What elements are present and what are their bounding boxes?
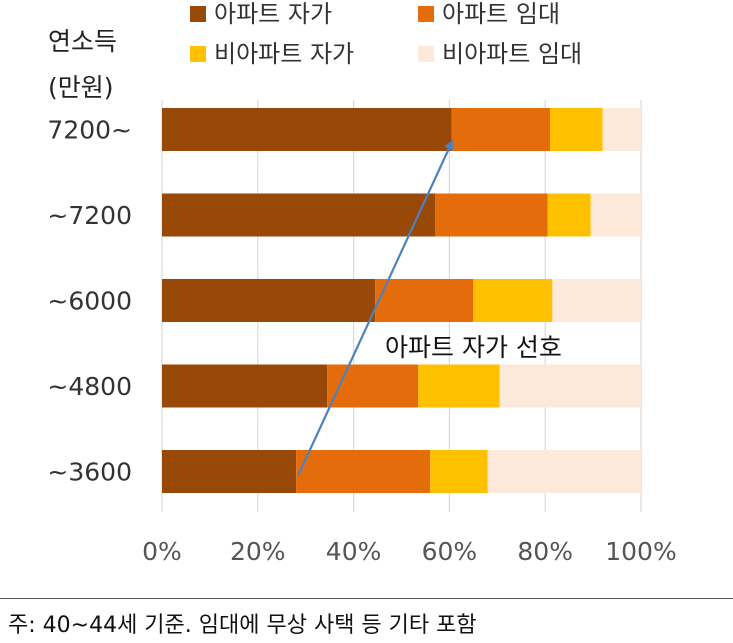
x-tick-label: 0% (142, 537, 182, 566)
bar-segment (602, 108, 641, 151)
legend-label: 아파트 자가 (214, 0, 332, 28)
bar-segment (487, 450, 641, 493)
stacked-bar-chart: 7200~ ~7200 ~6000 ~4800 ~3600 0% 20% 40% 60% 80%… (47, 0, 677, 566)
bars (162, 108, 641, 493)
legend-label: 아파트 임대 (442, 0, 560, 28)
legend-swatch (190, 46, 206, 62)
annotation-text: 아파트 자가 선호 (385, 333, 562, 362)
trend-arrow (297, 139, 454, 476)
y-axis-title: 연소득 (만원) (48, 27, 117, 102)
category-label: ~6000 (47, 287, 132, 316)
x-tick-label: 40% (326, 537, 382, 566)
bar-segment (430, 450, 488, 493)
bar-segment (549, 108, 603, 151)
x-tick-label: 100% (605, 537, 676, 566)
bar-segment (327, 364, 419, 408)
bar-segment (473, 279, 553, 322)
category-label: ~4800 (47, 372, 132, 401)
bar-segment (296, 450, 431, 493)
bar-segment (162, 450, 297, 493)
bar-segment (451, 108, 550, 151)
x-tick-label: 80% (517, 537, 573, 566)
y-axis-title-line: 연소득 (48, 27, 117, 56)
footnote-divider (0, 598, 733, 599)
category-label: ~3600 (47, 458, 132, 487)
bar-segment (590, 193, 641, 237)
bar-segment (547, 193, 591, 237)
category-label: 7200~ (47, 116, 132, 145)
x-tick-labels: 0% 20% 40% 60% 80% 100% (142, 537, 677, 566)
footnote: 주: 40~44세 기준. 임대에 무상 사택 등 기타 포함 (8, 613, 477, 638)
x-tick-label: 20% (230, 537, 286, 566)
bar-segment (162, 193, 436, 237)
bar-segment (418, 364, 500, 408)
bar-segment (375, 279, 474, 322)
x-tick-label: 60% (422, 537, 478, 566)
annotation: 아파트 자가 선호 (297, 139, 562, 476)
bar-segment (499, 364, 641, 408)
bar-segment (162, 364, 328, 408)
bar-segment (552, 279, 641, 322)
legend-swatch (190, 6, 206, 22)
bar-segment (162, 279, 376, 322)
legend-swatch (418, 6, 434, 22)
category-labels: 7200~ ~7200 ~6000 ~4800 ~3600 (47, 116, 132, 487)
category-label: ~7200 (47, 201, 132, 230)
bar-segment (162, 108, 452, 151)
bar-segment (435, 193, 548, 237)
y-axis-title-line: (만원) (48, 73, 114, 102)
legend-swatch (418, 46, 434, 62)
legend-label: 비아파트 자가 (214, 40, 354, 68)
legend-label: 비아파트 임대 (442, 40, 582, 68)
